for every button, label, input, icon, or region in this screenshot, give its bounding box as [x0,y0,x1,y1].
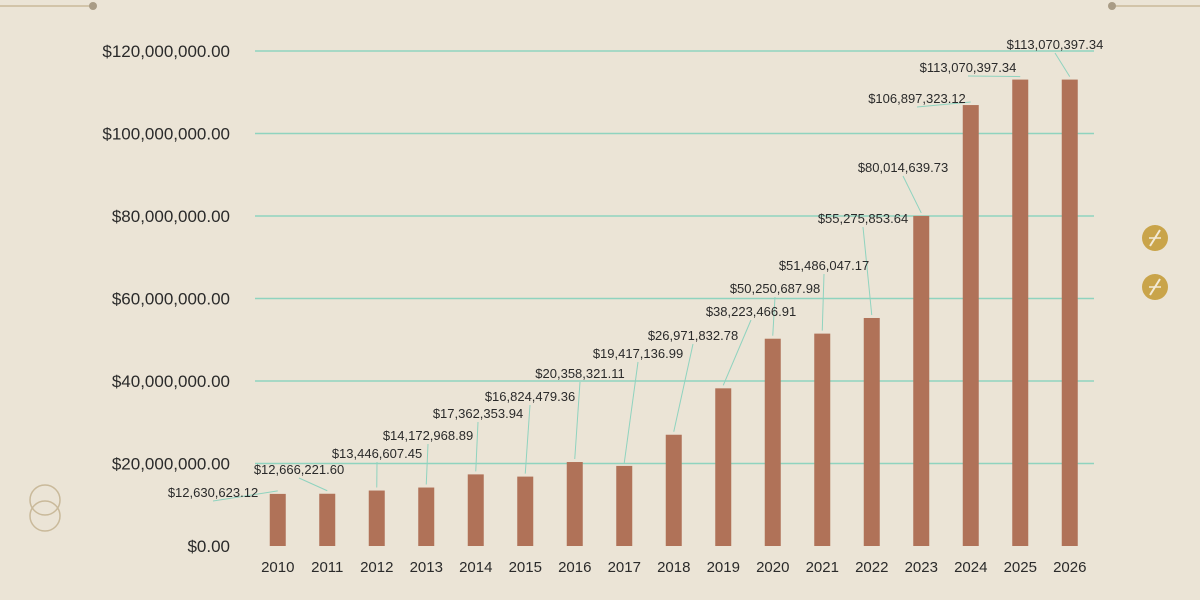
bar [665,434,682,546]
data-label: $17,362,353.94 [433,406,523,421]
data-label: $50,250,687.98 [730,281,820,296]
leader-line [623,361,639,463]
x-tick-label: 2018 [657,559,690,576]
data-label: $19,417,136.99 [593,346,683,361]
data-label: $16,824,479.36 [485,389,575,404]
leader-line [212,490,278,502]
data-label: $51,486,047.17 [779,258,869,273]
data-label: $38,223,466.91 [706,304,796,319]
y-tick-label: $0.00 [187,537,230,556]
bar [814,333,831,546]
x-tick-label: 2020 [756,559,789,576]
data-label: $14,172,968.89 [383,428,473,443]
leader-line [772,296,776,336]
bar [863,317,880,546]
ornament-dot [89,2,97,10]
x-tick-label: 2011 [311,559,343,576]
x-axis-tick-labels: 2010 2011 2012 2013 2014 2015 2016 2017 2018 2019… [261,559,1086,576]
leader-line [1054,52,1071,77]
bar [418,487,435,546]
x-tick-label: 2019 [707,559,740,576]
ornament-dot [1108,2,1116,10]
y-tick-label: $20,000,000.00 [112,455,230,474]
leader-line [916,101,971,108]
slash-circle-icon [1142,225,1168,251]
bar [616,465,633,546]
data-label: $12,630,623.12 [168,485,258,500]
bar [517,476,534,546]
bar [269,493,286,546]
bar [715,388,732,546]
x-tick-label: 2016 [558,559,591,576]
x-tick-label: 2017 [608,559,641,576]
bar [962,105,979,546]
data-label: $55,275,853.64 [818,211,908,226]
leader-line [298,477,328,492]
x-tick-label: 2021 [806,559,839,576]
y-tick-label: $80,000,000.00 [112,207,230,226]
data-label: $113,070,397.34 [920,60,1017,75]
y-tick-label: $60,000,000.00 [112,290,230,309]
x-tick-label: 2023 [905,559,938,576]
x-tick-label: 2022 [855,559,888,576]
y-tick-label: $100,000,000.00 [102,125,230,144]
leader-line [902,175,922,214]
data-label: $20,358,321.11 [535,366,624,381]
y-tick-label: $40,000,000.00 [112,372,230,391]
data-label: $26,971,832.78 [648,328,738,343]
leader-lines [212,52,1071,502]
bars [269,79,1078,547]
leader-line [425,443,429,485]
x-tick-label: 2025 [1004,559,1037,576]
top-right-ornament [1108,2,1200,10]
bar [1061,79,1078,547]
leader-line [673,343,694,432]
data-label: $106,897,323.12 [868,91,966,106]
y-tick-label: $120,000,000.00 [102,42,230,61]
data-label: $113,070,397.34 [1007,37,1104,52]
leader-line [862,226,873,316]
x-tick-label: 2024 [954,559,987,576]
x-tick-label: 2014 [459,559,492,576]
leader-line [574,381,581,460]
bar [368,490,385,546]
interlocking-rings-icon [29,484,61,532]
bar [566,462,583,546]
leader-line [722,319,752,386]
data-label: $12,666,221.60 [254,462,344,477]
x-tick-label: 2012 [360,559,393,576]
bar [467,474,484,546]
leader-line [821,273,825,331]
leader-line [524,404,531,474]
bar [764,338,781,546]
x-tick-label: 2013 [410,559,443,576]
bar [319,493,336,546]
x-tick-label: 2010 [261,559,294,576]
top-left-ornament [0,2,97,10]
data-label: $13,446,607.45 [332,446,422,461]
leader-line [967,75,1021,78]
y-axis-tick-labels: $0.00 $20,000,000.00 $40,000,000.00 $60,000… [102,42,230,556]
data-label: $80,014,639.73 [858,160,948,175]
bar [913,215,930,546]
leader-line [475,421,479,472]
bar [1012,79,1029,547]
data-labels: $12,630,623.12 $12,666,221.60$13,446,607.… [168,37,1104,500]
x-tick-label: 2015 [509,559,542,576]
x-tick-label: 2026 [1053,559,1086,576]
slash-circle-icon [1142,274,1168,300]
